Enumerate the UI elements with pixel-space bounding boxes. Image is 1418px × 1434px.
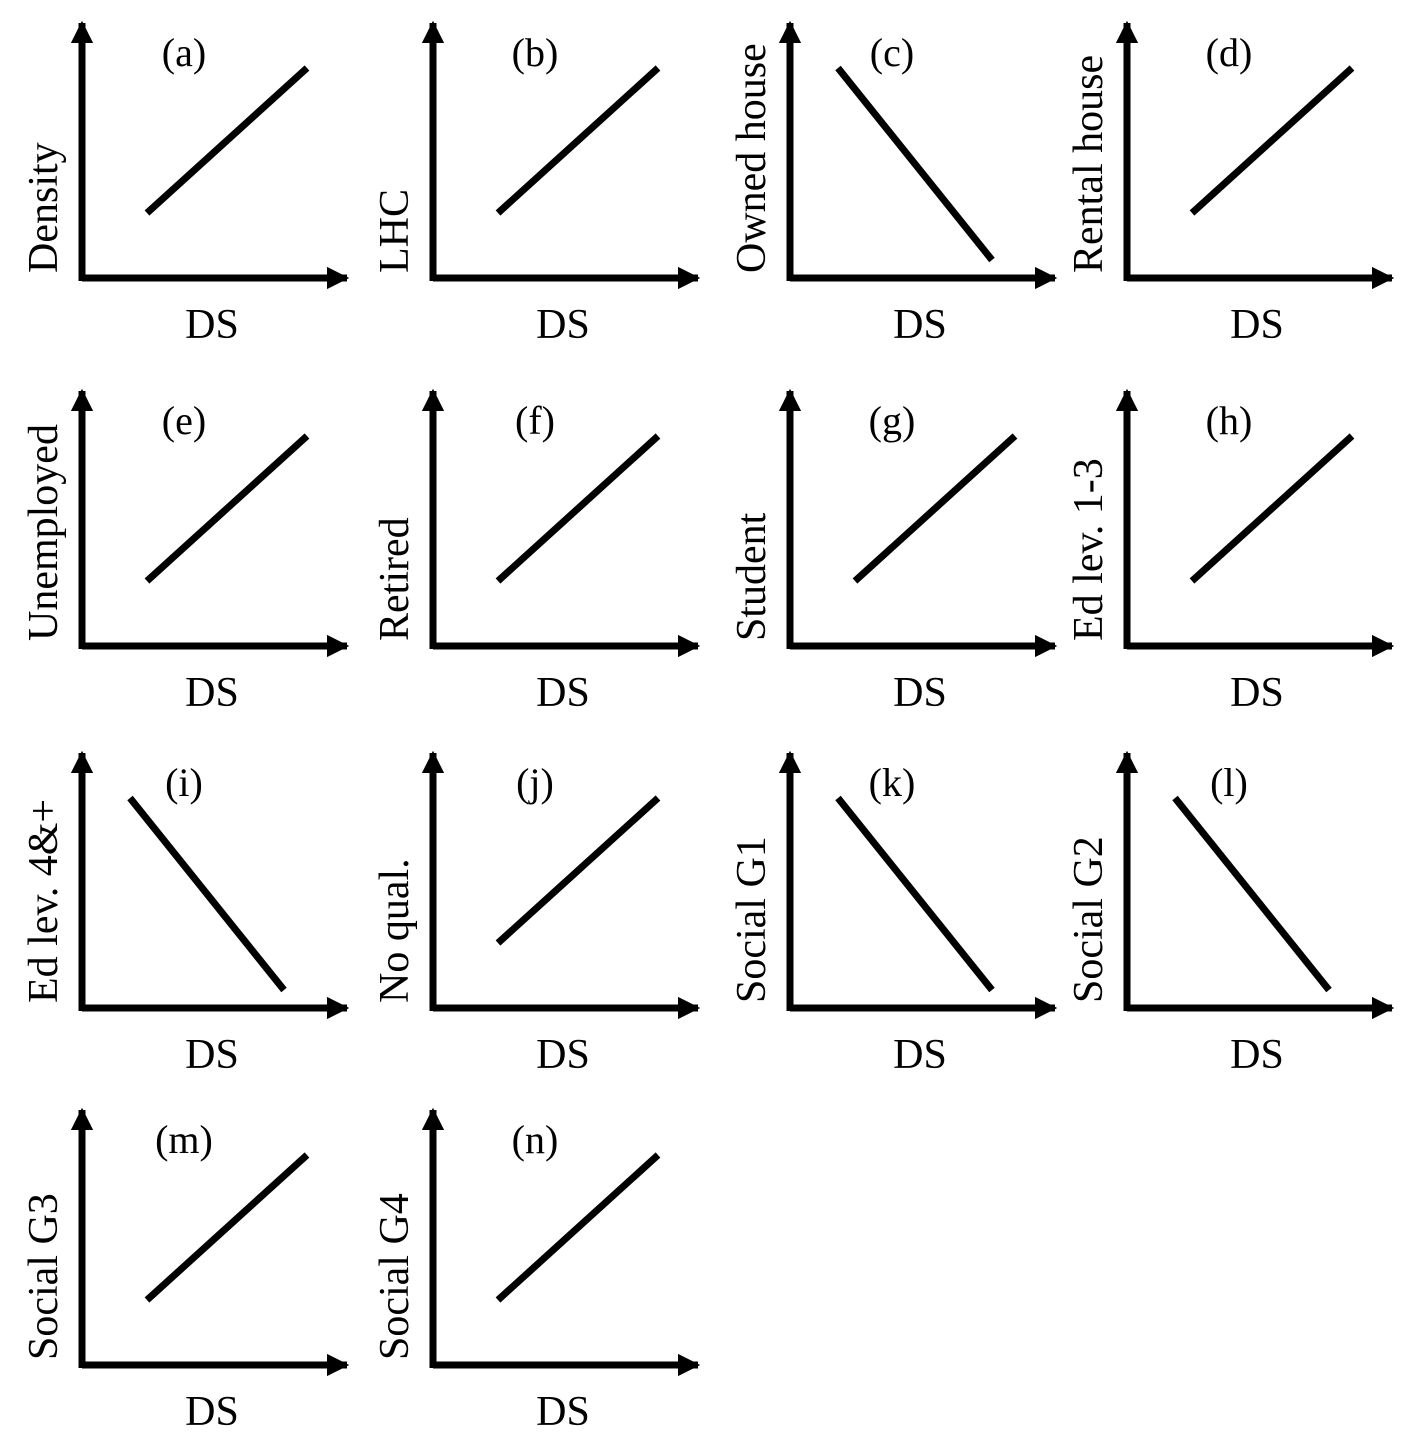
y-axis-title: Owned house [729,43,775,273]
panel-l: (l) DS Social G2 [1066,750,1395,1078]
panel-c: (c) DS Owned house [729,20,1058,348]
x-axis-title: DS [536,1389,590,1434]
trend-line-increasing [852,433,1018,584]
x-axis-title: DS [893,302,947,348]
x-axis-title: DS [536,302,590,348]
y-axis-title: Retired [372,517,418,641]
y-axis-title: Social G4 [372,1193,418,1360]
panel-tag: (g) [869,398,916,443]
x-axis-title: DS [185,670,239,716]
x-axis-title: DS [536,1032,590,1078]
panel-m: (m) DS Social G3 [21,1107,350,1434]
y-axis-title: Ed lev. 1-3 [1066,458,1112,641]
panel-tag: (a) [162,30,206,75]
panel-a: (a) DS Density [21,20,350,348]
x-axis-title: DS [536,670,590,716]
x-axis-title: DS [185,1389,239,1434]
y-axis-title: Social G1 [729,836,775,1003]
panel-k: (k) DS Social G1 [729,750,1058,1078]
y-axis-title: Unemployed [21,424,67,641]
panel-tag: (e) [162,398,206,443]
x-axis-title: DS [1230,670,1284,716]
panel-d: (d) DS Rental house [1066,20,1395,348]
panel-tag: (f) [515,398,555,443]
trend-line-increasing [495,1152,661,1303]
trend-line-increasing [1189,65,1355,216]
panel-tag: (m) [155,1117,213,1162]
trend-line-decreasing [1172,795,1332,993]
panel-i: (i) DS Ed lev. 4&+ [21,750,350,1078]
y-axis-title: No qual. [372,858,418,1003]
panel-j: (j) DS No qual. [372,750,701,1078]
y-axis-title: Ed lev. 4&+ [21,799,67,1003]
y-axis-title: Student [729,512,775,641]
panel-e: (e) DS Unemployed [21,388,350,716]
panel-g: (g) DS Student [729,388,1058,716]
y-axis-title: Rental house [1066,55,1112,273]
panel-b: (b) DS LHC [372,20,701,348]
panel-tag: (b) [512,30,559,75]
y-axis-title: Density [21,142,67,273]
trend-line-increasing [495,65,661,216]
panel-tag: (j) [516,760,554,805]
panel-tag: (d) [1206,30,1253,75]
x-axis-title: DS [1230,1032,1284,1078]
y-axis-title: LHC [372,189,418,273]
trend-line-increasing [144,1152,310,1303]
trend-line-increasing [495,795,661,946]
trend-line-increasing [495,433,661,584]
x-axis-title: DS [185,302,239,348]
trend-line-increasing [144,433,310,584]
panel-tag: (h) [1206,398,1253,443]
panel-tag: (n) [512,1117,559,1162]
trend-line-increasing [1189,433,1355,584]
panel-n: (n) DS Social G4 [372,1107,701,1434]
x-axis-title: DS [185,1032,239,1078]
panel-tag: (k) [869,760,916,805]
panel-f: (f) DS Retired [372,388,701,716]
x-axis-title: DS [893,670,947,716]
x-axis-title: DS [893,1032,947,1078]
trend-line-increasing [144,65,310,216]
panel-tag: (i) [165,760,203,805]
y-axis-title: Social G3 [21,1193,67,1360]
y-axis-title: Social G2 [1066,836,1112,1003]
panel-h: (h) DS Ed lev. 1-3 [1066,388,1395,716]
panel-tag: (l) [1210,760,1248,805]
panel-tag: (c) [870,30,914,75]
x-axis-title: DS [1230,302,1284,348]
trend-line-decreasing [835,795,995,993]
trend-line-decreasing [835,65,995,263]
trend-line-decreasing [127,795,287,993]
